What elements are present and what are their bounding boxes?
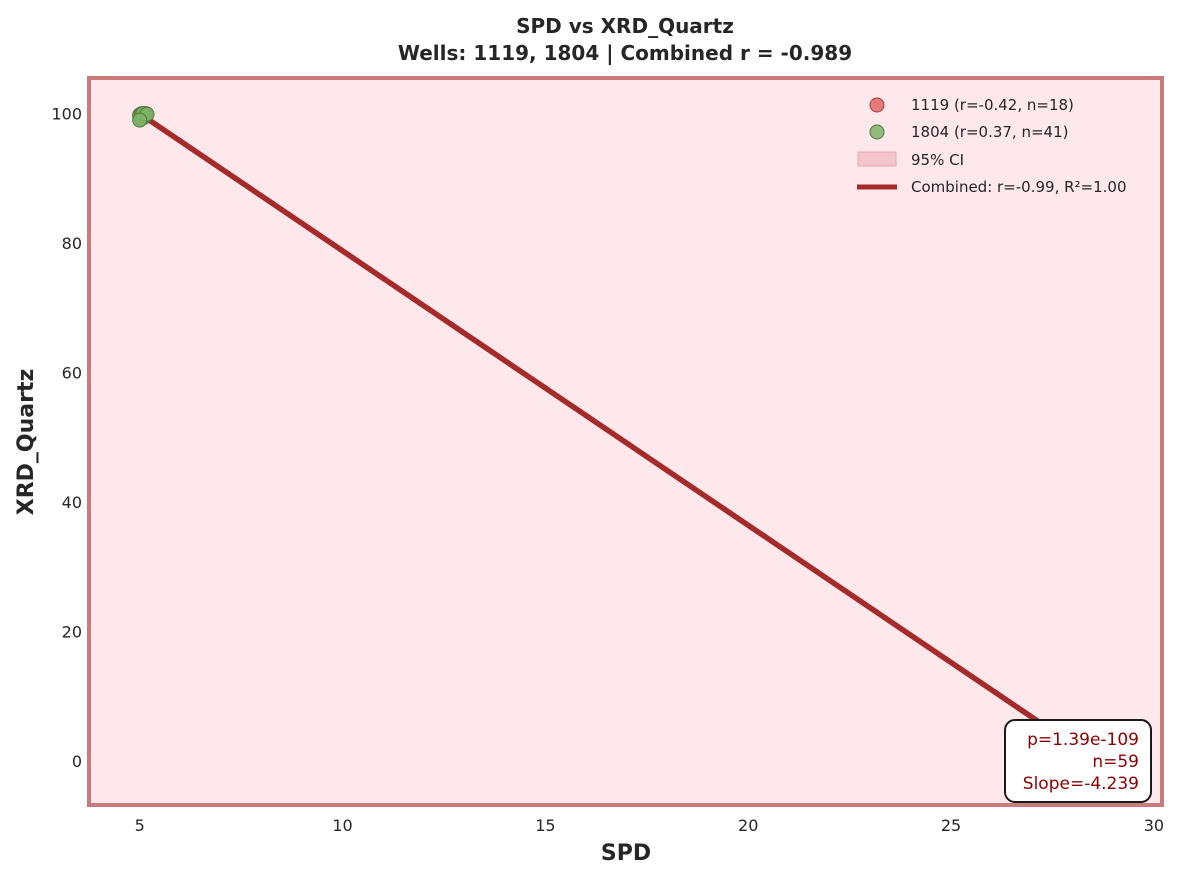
stats-slope: Slope=-4.239 [1023,774,1139,794]
regression-layer [136,110,1092,759]
x-tick-labels: 5 10 15 20 25 30 [135,816,1164,835]
stats-p-value: p=1.39e-109 [1027,730,1139,750]
y-tick-label: 40 [62,493,82,512]
legend: 1119 (r=-0.42, n=18) 1804 (r=0.37, n=41)… [857,96,1127,196]
regression-line [136,110,1092,759]
y-tick-label: 100 [51,105,82,124]
legend-marker-1119 [869,97,885,113]
x-axis-label: SPD [601,841,651,866]
legend-label-1119: 1119 (r=-0.42, n=18) [911,96,1074,114]
legend-marker-1804 [869,124,885,140]
y-axis-label: XRD_Quartz [14,369,39,516]
x-tick-label: 15 [535,816,555,835]
y-tick-label: 60 [62,364,82,383]
chart-title: SPD vs XRD_Quartz [516,14,734,38]
x-tick-label: 20 [738,816,758,835]
legend-label-1804: 1804 (r=0.37, n=41) [911,123,1068,141]
y-tick-label: 20 [62,623,82,642]
chart-subtitle: Wells: 1119, 1804 | Combined r = -0.989 [398,41,852,65]
stats-box-frame [1004,719,1152,803]
data-point-1804 [132,112,148,128]
stats-box: p=1.39e-109 n=59 Slope=-4.239 [1004,719,1152,803]
plot-frame [87,76,1164,807]
x-tick-label: 10 [332,816,352,835]
x-tick-label: 30 [1144,816,1164,835]
y-tick-label: 0 [72,752,82,771]
stats-n: n=59 [1092,752,1139,772]
legend-label-regression: Combined: r=-0.99, R²=1.00 [911,178,1127,196]
y-tick-label: 80 [62,234,82,253]
x-tick-label: 25 [941,816,961,835]
legend-marker-ci [857,151,897,167]
legend-label-ci: 95% CI [911,151,964,169]
x-tick-label: 5 [135,816,145,835]
y-tick-labels: 0 20 40 60 80 100 [51,105,82,771]
